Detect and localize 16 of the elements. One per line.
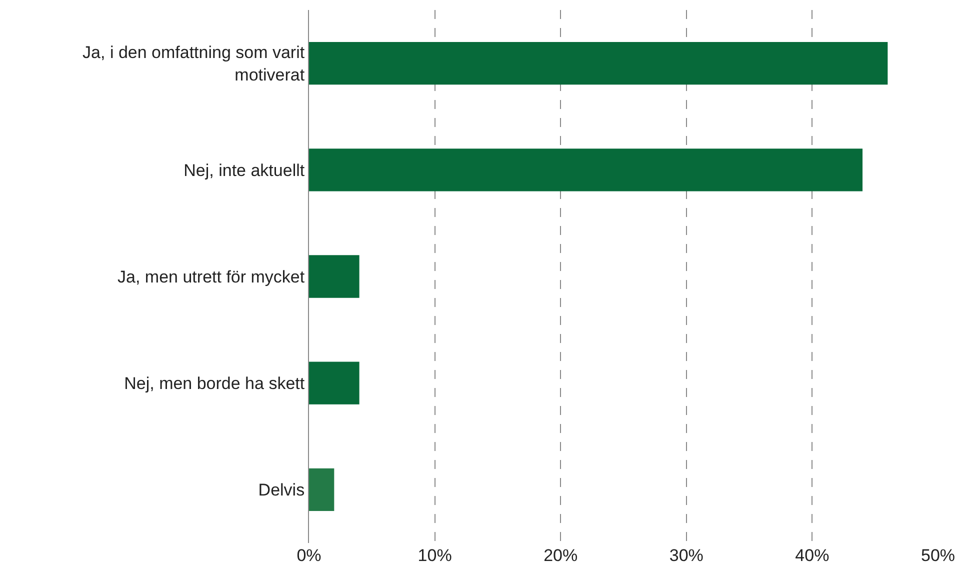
bar xyxy=(309,42,888,85)
y-tick-label: Delvis xyxy=(258,480,305,500)
x-tick-label: 20% xyxy=(544,546,578,565)
bar xyxy=(309,468,334,512)
x-tick-label: 0% xyxy=(296,546,322,565)
y-tick-label: Nej, inte aktuellt xyxy=(184,160,305,180)
bar xyxy=(309,255,360,298)
x-tick-label: 10% xyxy=(418,546,452,565)
x-tick-label: 50% xyxy=(920,546,956,565)
x-tick-label: 40% xyxy=(795,546,830,565)
bar xyxy=(309,148,863,192)
y-tick-label: Nej, men borde ha skett xyxy=(124,374,305,394)
y-tick-label: Ja, men utrett för mycket xyxy=(118,267,305,286)
x-tick-label: 30% xyxy=(669,546,704,565)
bar xyxy=(309,362,360,404)
y-tick-label: Ja, i den omfattning som varit motiverat xyxy=(82,43,305,84)
